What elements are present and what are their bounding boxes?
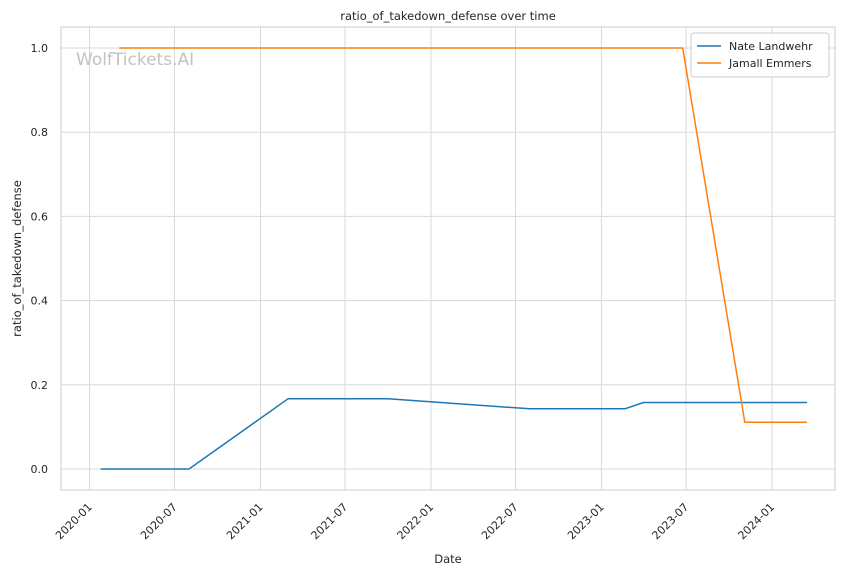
legend: Nate Landwehr Jamall Emmers xyxy=(690,32,830,78)
plot-area-frame xyxy=(60,26,836,491)
x-tick-label: 2022-01 xyxy=(395,501,437,543)
x-tick-label: 2024-01 xyxy=(736,501,778,543)
x-tick-label: 2023-07 xyxy=(650,501,692,543)
legend-box xyxy=(690,32,830,78)
legend-label: Jamall Emmers xyxy=(728,57,812,70)
x-tick-label: 2021-01 xyxy=(224,501,266,543)
watermark-text: WolfTickets.AI xyxy=(76,50,194,70)
x-tick-label: 2022-07 xyxy=(479,501,521,543)
x-axis-label: Date xyxy=(434,552,462,566)
y-tick-label: 0.2 xyxy=(31,379,49,392)
x-tick-label: 2020-01 xyxy=(53,501,95,543)
y-tick-labels: 0.0 0.2 0.4 0.6 0.8 1.0 xyxy=(31,42,49,476)
grid-lines xyxy=(61,27,835,490)
x-tick-label: 2020-07 xyxy=(138,501,180,543)
legend-label: Nate Landwehr xyxy=(729,40,813,53)
x-tick-label: 2023-01 xyxy=(565,501,607,543)
y-tick-label: 0.4 xyxy=(31,295,49,308)
x-tick-label: 2021-07 xyxy=(309,501,351,543)
y-axis-label: ratio_of_takedown_defense xyxy=(10,180,24,337)
chart-title: ratio_of_takedown_defense over time xyxy=(340,9,556,23)
series-layer xyxy=(100,47,807,470)
y-tick-label: 0.6 xyxy=(31,210,49,223)
x-tick-labels: 2020-01 2020-07 2021-01 2021-07 2022-01 2022-… xyxy=(53,501,777,543)
series-line-jamall-emmers xyxy=(119,47,807,423)
y-tick-label: 0.8 xyxy=(31,126,49,139)
y-tick-label: 1.0 xyxy=(31,42,49,55)
y-tick-label: 0.0 xyxy=(31,463,49,476)
series-line-nate-landwehr xyxy=(100,398,807,470)
